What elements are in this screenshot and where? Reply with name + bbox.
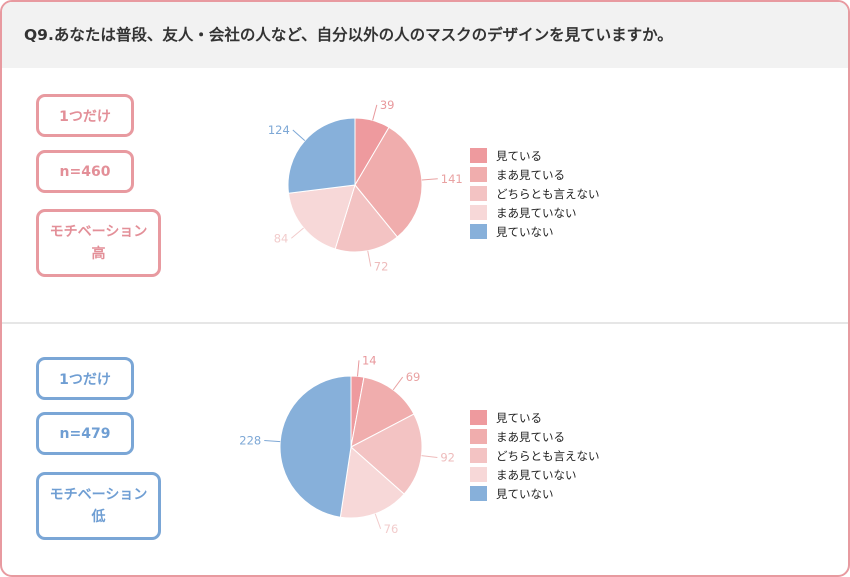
pie-chart-low-motivation: 14 69 92 76 228 見ているまあ見ているどちらとも言えないまあ見ていない見てい…	[239, 353, 599, 535]
section-divider	[2, 322, 848, 324]
legend-swatch	[470, 224, 487, 239]
slice-value-label: 84	[274, 231, 289, 245]
question-title: Q9.あなたは普段、友人・会社の人など、自分以外の人のマスクのデザインを見ていま…	[2, 2, 848, 68]
leader-line	[421, 178, 438, 181]
legend-label: 見ていない	[496, 487, 554, 501]
leader-line	[392, 376, 404, 391]
legend-label: まあ見ている	[496, 430, 565, 444]
legend-label: まあ見ていない	[496, 468, 577, 482]
legend-label: 見ていない	[496, 225, 554, 239]
legend-swatch	[470, 429, 487, 444]
leader-line	[374, 513, 382, 529]
slice-value-label: 228	[239, 433, 261, 447]
leader-line	[264, 439, 281, 443]
legend-label: どちらとも言えない	[496, 187, 600, 201]
pie-slice-3	[350, 413, 423, 495]
legend-swatch	[470, 186, 487, 201]
pie-slice-5	[279, 375, 352, 518]
pie-slice-2	[350, 376, 415, 448]
legend-swatch	[470, 410, 487, 425]
pie-slice-4	[339, 446, 405, 519]
slice-value-label: 14	[362, 353, 377, 367]
leader-line	[357, 360, 360, 377]
pie-slice-5	[287, 117, 356, 194]
legend-swatch	[470, 486, 487, 501]
sample-size-badge-low: n=479	[36, 412, 134, 455]
slice-value-label: 92	[440, 451, 455, 465]
slice-value-label: 69	[406, 370, 421, 384]
legend-swatch	[470, 467, 487, 482]
leader-line	[421, 455, 438, 459]
sample-size-badge-high: n=460	[36, 150, 134, 193]
motivation-level: 低	[91, 509, 106, 525]
leader-line	[292, 129, 306, 141]
motivation-level: 高	[91, 246, 106, 262]
slice-value-label: 124	[268, 123, 290, 137]
motivation-label: モチベーション	[49, 487, 148, 503]
slice-value-label: 72	[374, 259, 389, 273]
slice-value-label: 141	[441, 172, 463, 186]
leader-line	[372, 104, 378, 121]
motivation-badge-high: モチベーション 高	[36, 209, 161, 277]
answer-type-badge-high: 1つだけ	[36, 94, 134, 137]
motivation-badge-low: モチベーション 低	[36, 472, 161, 540]
legend-swatch	[470, 148, 487, 163]
motivation-label: モチベーション	[49, 224, 148, 240]
legend-label: まあ見ていない	[496, 206, 577, 220]
leader-line	[291, 227, 304, 239]
pie-chart-high-motivation: 39 141 72 84 124 見ているまあ見ているどちらとも言えないまあ見ていない見て…	[268, 98, 600, 274]
legend-label: 見ている	[496, 149, 542, 163]
answer-type-badge-low: 1つだけ	[36, 357, 134, 400]
leader-line	[367, 250, 372, 267]
legend-swatch	[470, 205, 487, 220]
legend-label: どちらとも言えない	[496, 449, 600, 463]
legend-label: 見ている	[496, 411, 542, 425]
slice-value-label: 39	[380, 98, 395, 112]
legend-label: まあ見ている	[496, 168, 565, 182]
slice-value-label: 76	[384, 522, 399, 536]
pie-slice-2	[354, 126, 423, 238]
legend-swatch	[470, 448, 487, 463]
legend-swatch	[470, 167, 487, 182]
